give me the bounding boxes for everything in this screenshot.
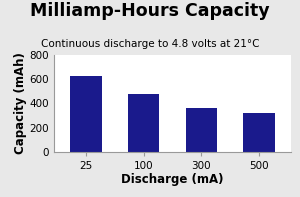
Bar (243, 113, 275, 152)
Y-axis label: Capacity (mAh): Capacity (mAh) (14, 52, 27, 154)
Bar (185, 108, 217, 152)
Text: Milliamp-Hours Capacity: Milliamp-Hours Capacity (30, 2, 270, 20)
Bar (128, 94, 160, 152)
Bar (70, 76, 102, 152)
X-axis label: Discharge (mA): Discharge (mA) (121, 174, 224, 187)
Text: Continuous discharge to 4.8 volts at 21°C: Continuous discharge to 4.8 volts at 21°… (41, 39, 259, 49)
